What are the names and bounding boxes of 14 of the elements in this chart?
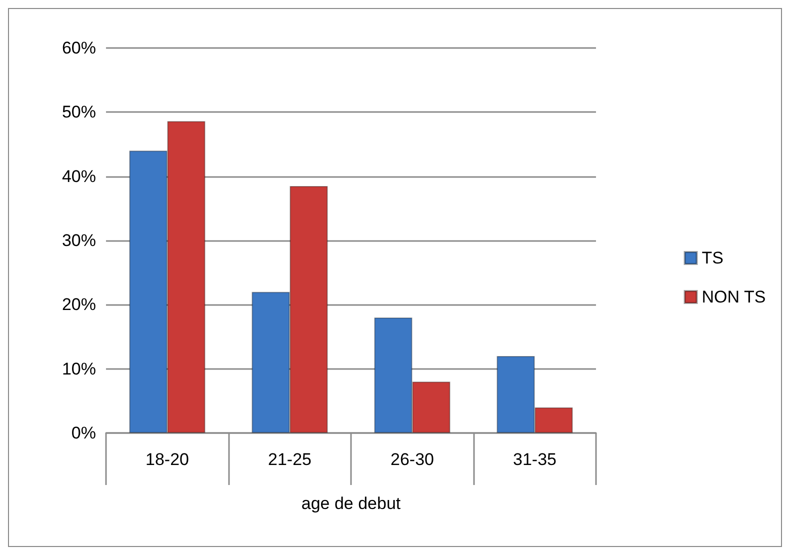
- legend-label: TS: [702, 248, 724, 268]
- y-tick-label: 30%: [62, 231, 96, 250]
- y-tick-label: 10%: [62, 359, 96, 378]
- x-tick-label: 31-35: [513, 450, 556, 469]
- x-tick-label: 21-25: [268, 450, 312, 469]
- x-axis-title: age de debut: [301, 494, 401, 513]
- y-tick-label: 0%: [71, 424, 96, 442]
- y-tick-label: 40%: [62, 166, 96, 186]
- y-tick-label: 60%: [62, 38, 96, 58]
- legend-label: NON TS: [702, 288, 766, 306]
- x-tick-label: 26-30: [390, 450, 434, 469]
- x-tick-label: 18-20: [146, 450, 189, 469]
- y-tick-label: 50%: [62, 102, 96, 122]
- y-tick-label: 20%: [62, 295, 96, 314]
